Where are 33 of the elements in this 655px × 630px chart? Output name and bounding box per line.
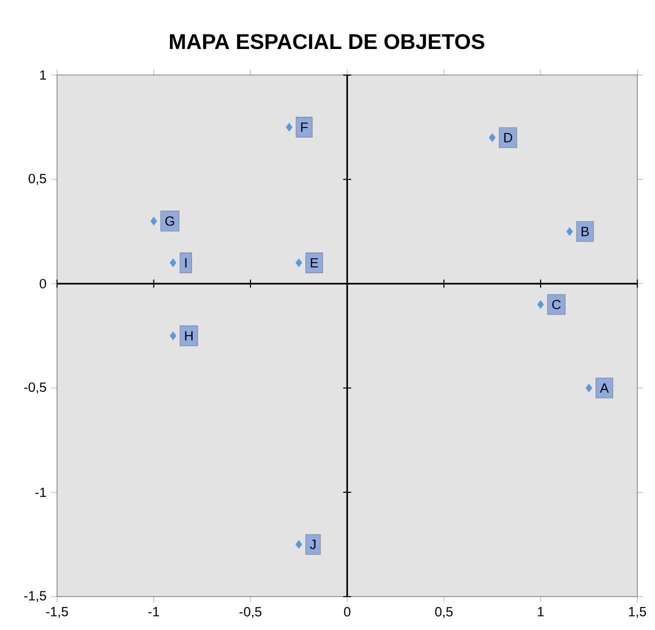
point <box>286 123 292 132</box>
y-tick-label: 0,5 <box>28 174 46 186</box>
annotation: D <box>504 133 512 142</box>
x-tick-label: 0,5 <box>435 607 453 618</box>
y-tick-label: 1 <box>40 70 46 80</box>
y-tick-label: -0,5 <box>24 382 46 394</box>
y-tick-label: -1,5 <box>24 591 46 602</box>
x-tick-label: 0 <box>344 607 350 617</box>
x-tick-label: -1 <box>148 607 160 616</box>
x-tick-label: 1,5 <box>629 607 646 618</box>
y-tick-label: -1 <box>35 488 46 498</box>
annotation: B <box>582 227 589 236</box>
annotation: F <box>301 122 308 132</box>
point <box>170 258 176 268</box>
annotation: E <box>310 258 318 268</box>
chart-title: MAPA ESPACIAL DE OBJETOS <box>170 34 484 50</box>
point <box>296 540 302 549</box>
annotation: H <box>185 331 193 341</box>
point <box>488 134 496 142</box>
x-tick-label: 1 <box>538 607 544 616</box>
y-tick-label: 0 <box>40 279 46 289</box>
x-tick-label: -0,5 <box>240 607 262 618</box>
point <box>586 384 592 392</box>
annotation: C <box>552 300 561 310</box>
point <box>150 216 158 226</box>
point <box>170 332 176 340</box>
point <box>296 258 302 268</box>
point <box>566 227 573 236</box>
annotation: J <box>310 540 316 550</box>
annotation: G <box>165 216 174 226</box>
annotation: A <box>600 384 609 393</box>
annotation: I <box>185 258 186 268</box>
point <box>537 300 544 309</box>
